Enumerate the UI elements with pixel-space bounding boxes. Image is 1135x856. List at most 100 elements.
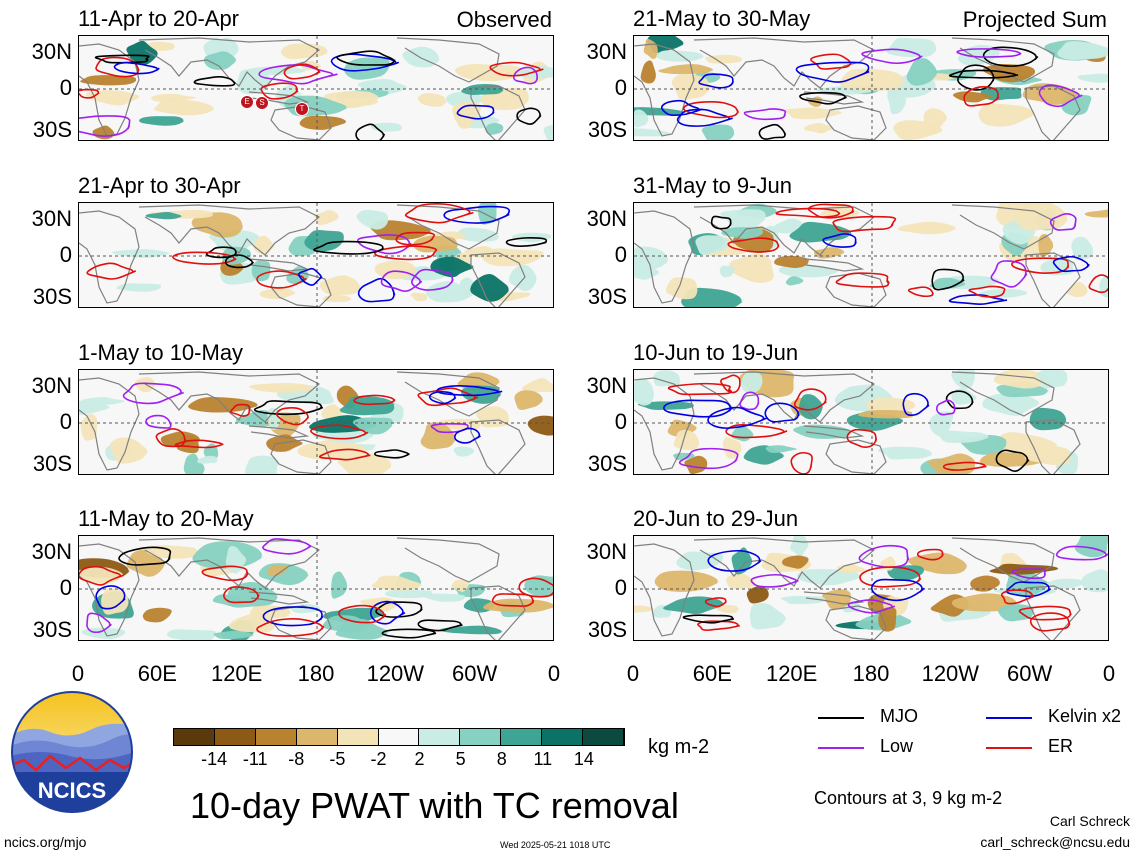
anomaly-contour (201, 565, 249, 582)
anomaly-contour (667, 382, 733, 396)
anomaly-contour (1055, 545, 1108, 561)
y-tick-label: 30N (586, 373, 627, 398)
colorbar-swatch (296, 729, 338, 745)
coastline (138, 37, 321, 89)
anomaly-contour (260, 82, 299, 100)
anomaly-shading (203, 51, 238, 70)
anomaly-shading (634, 605, 656, 613)
anomaly-shading (92, 125, 115, 140)
coastline (79, 210, 140, 304)
anomaly-shading (266, 434, 306, 452)
anomaly-contour (155, 428, 186, 448)
colorbar-swatch (460, 729, 502, 745)
anomaly-contour (86, 262, 137, 280)
anomaly-contour (430, 422, 469, 434)
footer-url[interactable]: ncics.org/mjo (4, 834, 87, 850)
anomaly-shading (634, 267, 661, 280)
coastline (248, 591, 310, 605)
anomaly-contour (758, 123, 787, 140)
anomaly-contour (995, 449, 1030, 472)
coastline (270, 272, 332, 307)
anomaly-shading (514, 390, 544, 410)
x-tick-label: 60E (692, 661, 732, 686)
coastline (803, 425, 865, 439)
anomaly-shading (666, 277, 698, 300)
map-panel (633, 369, 1109, 475)
anomaly-shading (417, 92, 448, 107)
anomaly-shading (673, 429, 700, 451)
anomaly-shading (527, 415, 553, 436)
anomaly-contour (310, 424, 369, 440)
footer-email[interactable]: carl_schreck@ncsu.edu (980, 834, 1130, 850)
anomaly-contour (193, 76, 236, 87)
anomaly-shading (176, 434, 200, 454)
anomaly-shading (426, 281, 476, 303)
anomaly-contour (847, 599, 896, 614)
anomaly-contour (318, 448, 371, 461)
anomaly-contour (223, 586, 260, 604)
coastline (79, 543, 140, 637)
anomaly-shading (1067, 282, 1088, 298)
anomaly-contour (698, 73, 734, 89)
coastline (138, 371, 321, 423)
anomaly-shading (799, 394, 824, 420)
coastline (951, 537, 1055, 583)
anomaly-shading (634, 107, 688, 116)
anomaly-shading (183, 453, 206, 474)
anomaly-contour (931, 268, 965, 291)
tc-marker: E (240, 95, 254, 109)
anomaly-shading (145, 545, 199, 559)
anomaly-contour (411, 268, 454, 291)
y-tick-label: 30N (586, 539, 627, 564)
anomaly-shading (280, 43, 330, 60)
anomaly-contour (95, 585, 126, 610)
anomaly-shading (410, 292, 428, 302)
anomaly-shading (656, 50, 705, 62)
anomaly-shading (111, 249, 173, 258)
x-tick-label: 0 (547, 661, 561, 686)
anomaly-shading (126, 40, 160, 66)
coastline (634, 210, 695, 304)
anomaly-contour (253, 400, 324, 416)
colorbar-tick-label: -5 (329, 749, 346, 769)
contour-key-label: MJO (880, 706, 918, 726)
contour-key-label: ER (1048, 736, 1074, 756)
contour-key-swatch (986, 717, 1032, 719)
anomaly-shading (440, 625, 503, 635)
colorbar-tick-label: 14 (573, 749, 594, 769)
anomaly-shading (998, 604, 1034, 622)
anomaly-shading (476, 406, 510, 428)
anomaly-contour (405, 203, 474, 224)
contour-note: Contours at 3, 9 kg m-2 (814, 788, 1003, 808)
anomaly-shading (940, 430, 991, 443)
anomaly-shading (804, 123, 836, 134)
colorbar-swatch (583, 729, 624, 745)
anomaly-shading (637, 401, 695, 410)
panel-date-range: 31-May to 9-Jun (633, 173, 792, 198)
anomaly-shading (878, 607, 897, 632)
anomaly-shading (335, 619, 391, 640)
anomaly-contour (810, 53, 852, 70)
anomaly-shading (695, 235, 730, 255)
anomaly-contour (1006, 581, 1051, 598)
anomaly-contour (356, 234, 412, 255)
anomaly-contour (122, 382, 184, 405)
anomaly-contour (313, 240, 385, 255)
map-panel (633, 35, 1109, 141)
y-tick-label: 0 (614, 575, 627, 600)
colorbar-tick-label: -11 (242, 749, 268, 769)
anomaly-shading (319, 275, 361, 296)
x-tick-label: 60W (1007, 661, 1053, 686)
coastline (396, 371, 500, 417)
panel-tag: Observed (456, 7, 552, 32)
anomaly-shading (982, 392, 1042, 416)
anomaly-shading (145, 211, 183, 220)
coastline (825, 439, 887, 474)
anomaly-shading (1036, 370, 1068, 389)
anomaly-shading (142, 607, 172, 623)
map-panel (78, 35, 554, 141)
anomaly-contour (720, 374, 741, 394)
anomaly-shading (743, 445, 787, 465)
anomaly-contour (1049, 212, 1077, 231)
anomaly-shading (213, 630, 255, 640)
